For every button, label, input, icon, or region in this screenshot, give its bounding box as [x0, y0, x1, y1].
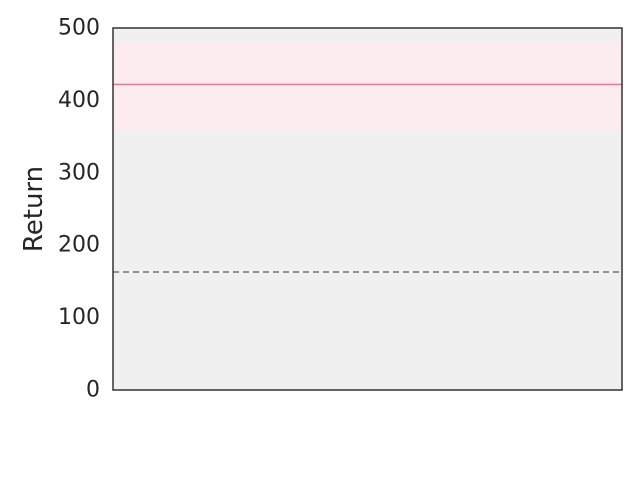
bands-layer	[113, 41, 622, 131]
y-tick-label: 400	[58, 88, 100, 113]
y-tick-label: 0	[86, 378, 100, 403]
y-tick-label: 300	[58, 160, 100, 185]
series-band-0	[113, 41, 622, 131]
y-axis-ticks: 0 100 200 300 400 500	[58, 16, 100, 403]
y-tick-label: 100	[58, 305, 100, 330]
y-tick-label: 500	[58, 16, 100, 41]
y-axis-label: Return	[19, 166, 49, 252]
y-tick-label: 200	[58, 233, 100, 258]
plot-frame	[112, 27, 623, 391]
lines-layer	[113, 83, 622, 273]
